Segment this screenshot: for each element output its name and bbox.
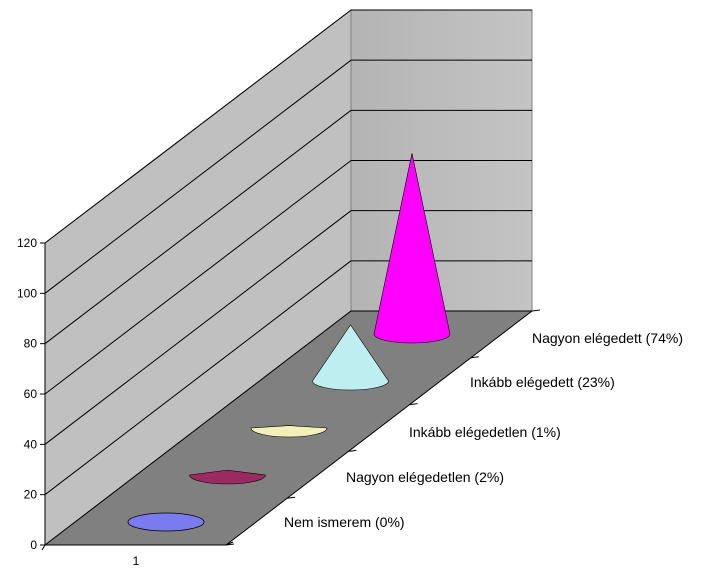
depth-tick [409, 403, 418, 406]
gridline-side [44, 260, 352, 496]
gridline-side [44, 9, 352, 244]
cone-2 [189, 469, 266, 485]
gridline-side [44, 160, 352, 395]
y-tick-label: 0 [30, 538, 37, 552]
cone-body [312, 324, 389, 391]
cone-1 [127, 512, 205, 532]
cone-body [373, 153, 451, 344]
axes [40, 242, 541, 551]
category-label: Inkább elégedett (23%) [470, 374, 615, 390]
depth-tick [470, 356, 479, 359]
chart-walls [43, 8, 534, 547]
cone-5 [373, 153, 451, 344]
y-tick-label: 60 [24, 387, 38, 401]
category-label: Inkább elégedetlen (1%) [409, 424, 561, 440]
cone-body [250, 425, 328, 438]
category-label: Nagyon elégedett (74%) [532, 330, 683, 346]
x-tick-label: 1 [133, 554, 140, 568]
gridlines [44, 9, 532, 496]
depth-tick [531, 309, 541, 312]
cone-body [189, 469, 266, 485]
category-label: Nem ismerem (0%) [284, 514, 405, 530]
gridline-side [44, 59, 352, 294]
depth-tick [348, 449, 357, 452]
y-tick-label: 20 [24, 488, 38, 502]
cone-4 [312, 324, 389, 391]
gridline-side [44, 210, 352, 445]
data-cones [127, 153, 451, 532]
x-tick [41, 544, 46, 551]
y-tick-label: 80 [24, 337, 38, 351]
y-tick-label: 120 [17, 236, 37, 250]
depth-tick [225, 543, 235, 546]
gridline-side [44, 109, 352, 345]
depth-tick [287, 496, 296, 499]
cone-3 [250, 425, 328, 438]
category-label: Nagyon elégedetlen (2%) [346, 469, 504, 485]
labels: 0 20 40 60 80 100 120 1 Nem ismerem (0%) Nagyon e… [17, 236, 683, 568]
y-tick-label: 40 [24, 437, 38, 451]
cone-base [127, 512, 205, 532]
y-tick-label: 100 [17, 286, 37, 300]
